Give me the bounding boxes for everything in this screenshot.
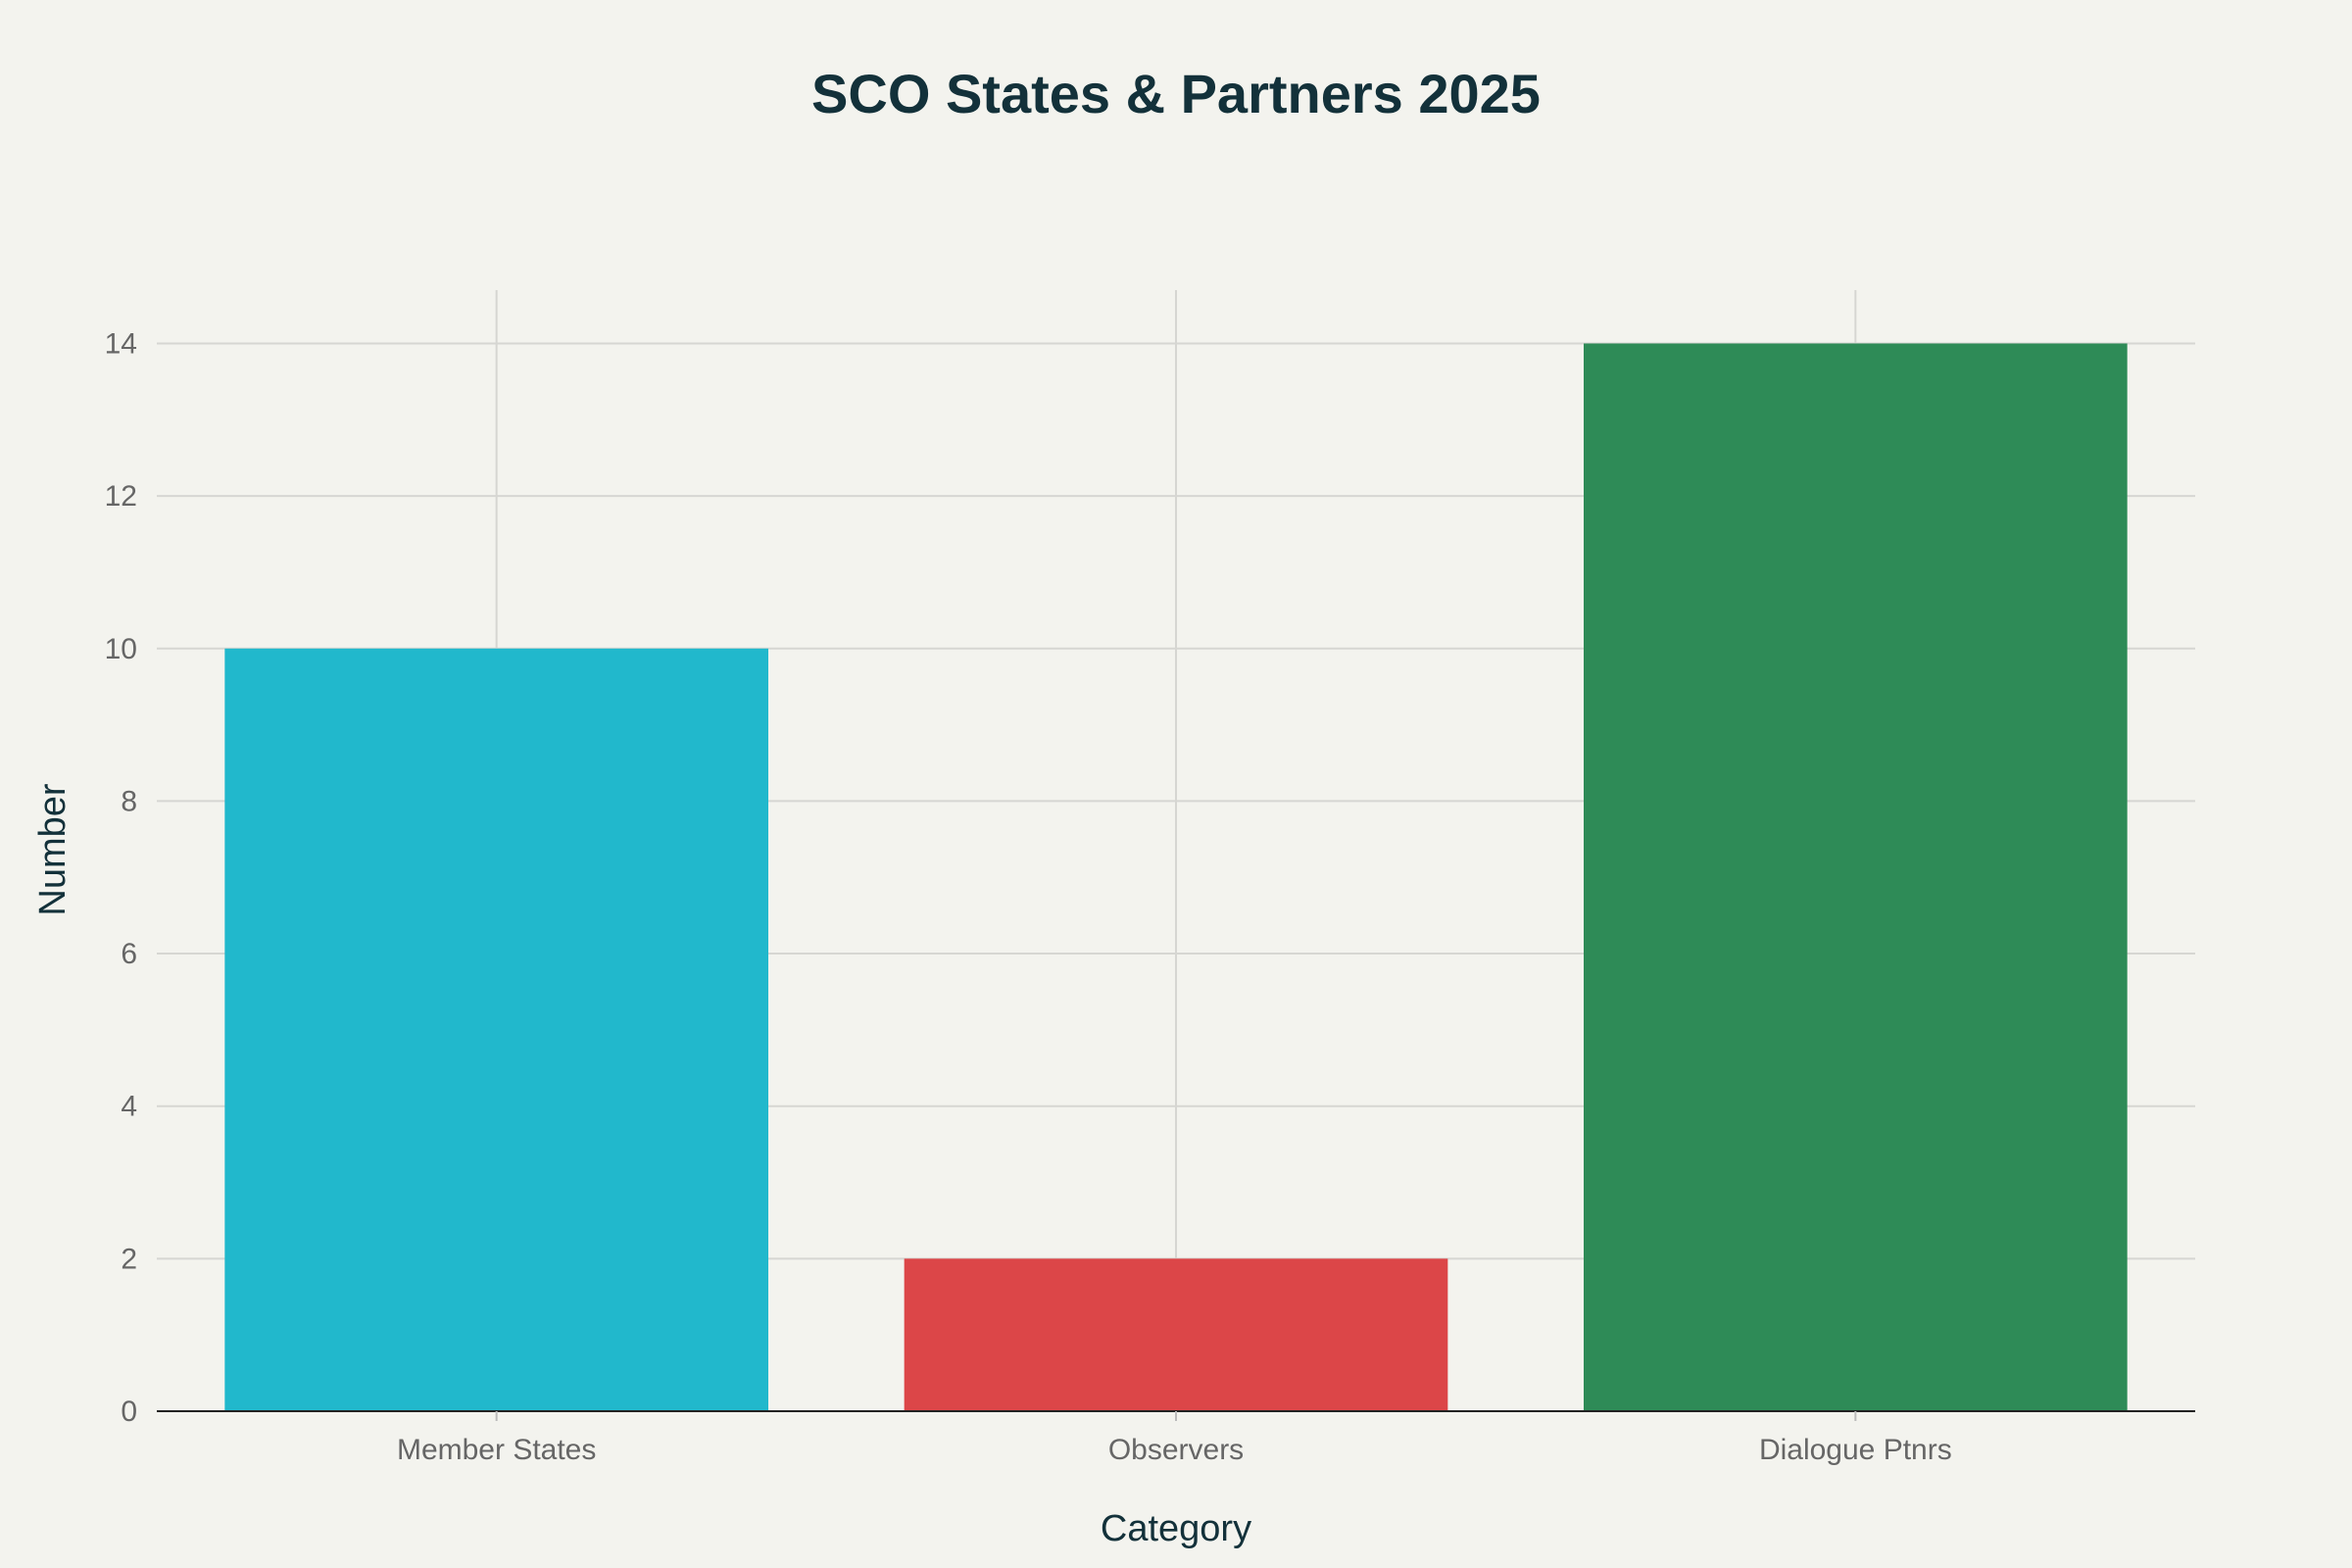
y-tick-label: 10 [105,633,137,665]
bar-1 [224,648,769,1411]
x-tick-label: Observers [1108,1434,1244,1466]
bars [224,343,2128,1411]
y-tick-label: 2 [121,1243,137,1275]
y-tick-label: 0 [121,1396,137,1428]
x-tick-label: Dialogue Ptnrs [1759,1434,1952,1466]
y-axis-title: Number [32,783,74,915]
bar-2 [904,1258,1448,1411]
bar-3 [1584,343,2128,1411]
x-tick-label: Member States [397,1434,596,1466]
y-tick-label: 4 [121,1091,137,1123]
chart-title: SCO States & Partners 2025 [811,63,1541,124]
y-tick-label: 14 [105,327,137,360]
axes: 0 2 4 6 8 10 12 14 Member States Observers Dialogu… [105,327,2195,1466]
y-tick-label: 6 [121,938,137,970]
y-tick-label: 8 [121,785,137,817]
x-axis-title: Category [1101,1508,1251,1549]
y-tick-label: 12 [105,480,137,513]
